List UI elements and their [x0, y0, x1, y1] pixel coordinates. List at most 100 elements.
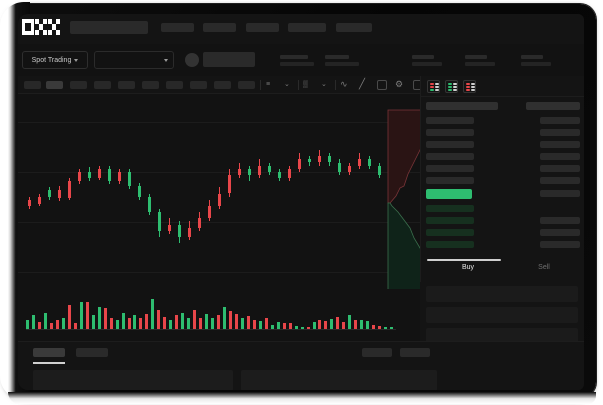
timeframe-button-3[interactable]	[70, 81, 87, 89]
volume-bar	[217, 315, 220, 329]
indicators-icon[interactable]: ≡	[266, 81, 271, 88]
timeframe-button-9[interactable]	[214, 81, 231, 89]
camera-snapshot-icon[interactable]	[377, 80, 387, 90]
volume-bar	[276, 322, 280, 329]
timeframe-button-7[interactable]	[166, 81, 183, 89]
bottom-tab-open-orders[interactable]	[33, 348, 65, 357]
timeframe-button-10[interactable]	[238, 81, 255, 89]
pair-selector[interactable]	[94, 51, 174, 69]
bottom-action-2[interactable]	[400, 348, 430, 357]
nav-item-wallet[interactable]	[288, 23, 326, 32]
order-amount-input[interactable]	[426, 307, 578, 323]
trading-mode-dropdown[interactable]: Spot Trading	[22, 51, 88, 69]
ob-mode-asks-icon[interactable]	[463, 80, 476, 93]
volume-bar	[151, 299, 155, 329]
ob-ask-row[interactable]	[426, 153, 474, 160]
volume-bar	[55, 320, 59, 329]
chevron-down-icon[interactable]: ⌄	[284, 81, 290, 88]
volume-bar	[336, 317, 340, 329]
volume-bar	[199, 318, 203, 329]
volume-bar	[360, 319, 364, 329]
timeframe-button-5[interactable]	[118, 81, 135, 89]
ob-ask-row[interactable]	[426, 141, 474, 148]
tab-buy[interactable]: Buy	[461, 264, 475, 271]
chart-gridline	[18, 122, 420, 123]
volume-bar	[181, 312, 185, 329]
ob-ask-amount	[540, 153, 580, 160]
volume-bar	[169, 319, 173, 329]
volume-bar	[37, 321, 41, 329]
ob-ask-row[interactable]	[426, 165, 474, 172]
app-screen: Spot Trading	[18, 14, 584, 390]
chevron-down-icon-2[interactable]: ⌄	[321, 81, 327, 88]
volume-bar	[175, 315, 179, 329]
volume-bar	[127, 318, 131, 329]
volume-bar	[306, 327, 310, 329]
volume-bar	[384, 326, 388, 329]
toolbar-divider	[260, 80, 261, 90]
ob-mode-bids-icon[interactable]	[445, 80, 458, 93]
ob-bid-row[interactable]	[426, 205, 474, 212]
line-chart-icon[interactable]: ∿	[340, 79, 348, 89]
volume-bar	[354, 320, 358, 329]
pencil-draw-icon[interactable]: ╱	[359, 79, 366, 90]
ob-bid-row[interactable]	[426, 229, 474, 236]
nav-item-earn[interactable]	[246, 23, 279, 32]
bottom-tab-active-indicator	[33, 362, 65, 364]
timeframe-button-6[interactable]	[142, 81, 159, 89]
search-input[interactable]	[70, 21, 148, 34]
volume-bar	[270, 324, 274, 329]
volume-bar	[193, 310, 197, 329]
volume-bar	[252, 320, 256, 329]
volume-bar	[288, 323, 292, 329]
logo-letter-x	[48, 19, 60, 35]
ob-ask-row[interactable]	[426, 129, 474, 136]
logo-letter-k	[35, 19, 47, 35]
timeframe-button-8[interactable]	[190, 81, 207, 89]
volume-bar	[139, 318, 143, 329]
ticker-bar: Spot Trading	[18, 44, 584, 76]
volume-bar	[300, 326, 304, 329]
settings-gear-icon[interactable]: ⚙	[395, 79, 404, 89]
active-tab-indicator	[427, 259, 501, 261]
bottom-tab-order-history[interactable]	[76, 348, 108, 357]
volume-bar	[240, 318, 244, 329]
volume-bar	[312, 322, 316, 329]
ob-ask-row[interactable]	[426, 117, 474, 124]
volume-bar	[366, 320, 370, 329]
order-price-input[interactable]	[426, 286, 578, 302]
bottom-panel	[18, 341, 584, 390]
ob-bid-amount	[540, 241, 580, 248]
trading-mode-label: Spot Trading	[31, 56, 72, 64]
order-total-input[interactable]	[426, 328, 578, 344]
chevron-down-icon	[164, 58, 168, 62]
volume-bar	[246, 315, 250, 329]
tab-sell[interactable]: Sell	[538, 264, 550, 271]
chart-gridline	[18, 222, 420, 223]
ob-ask-amount	[540, 117, 580, 124]
timeframe-button-2[interactable]	[46, 81, 63, 89]
ob-mode-both-icon[interactable]	[427, 80, 440, 93]
candle-series	[18, 94, 420, 289]
volume-histogram[interactable]	[18, 289, 420, 341]
nav-item-markets[interactable]	[203, 23, 236, 32]
volume-baseline	[26, 329, 396, 330]
volume-bar	[187, 317, 191, 329]
nav-item-more[interactable]	[336, 23, 372, 32]
timeframe-button-1[interactable]	[24, 81, 41, 89]
ob-ask-row[interactable]	[426, 177, 474, 184]
ob-bid-row[interactable]	[426, 217, 474, 224]
okx-logo-icon[interactable]	[22, 19, 62, 35]
bottom-action-1[interactable]	[362, 348, 392, 357]
toolbar-divider-3	[335, 80, 336, 90]
stat-index-price	[521, 55, 551, 66]
timeframe-button-4[interactable]	[94, 81, 111, 89]
nav-item-trade[interactable]	[161, 23, 194, 32]
chart-type-icon[interactable]: ▒	[303, 81, 308, 88]
stat-24h-volume	[412, 55, 442, 66]
volume-bar	[318, 319, 322, 329]
ticker-price-value	[203, 52, 255, 67]
candlestick-chart[interactable]	[18, 94, 441, 297]
ob-bid-row[interactable]	[426, 241, 474, 248]
